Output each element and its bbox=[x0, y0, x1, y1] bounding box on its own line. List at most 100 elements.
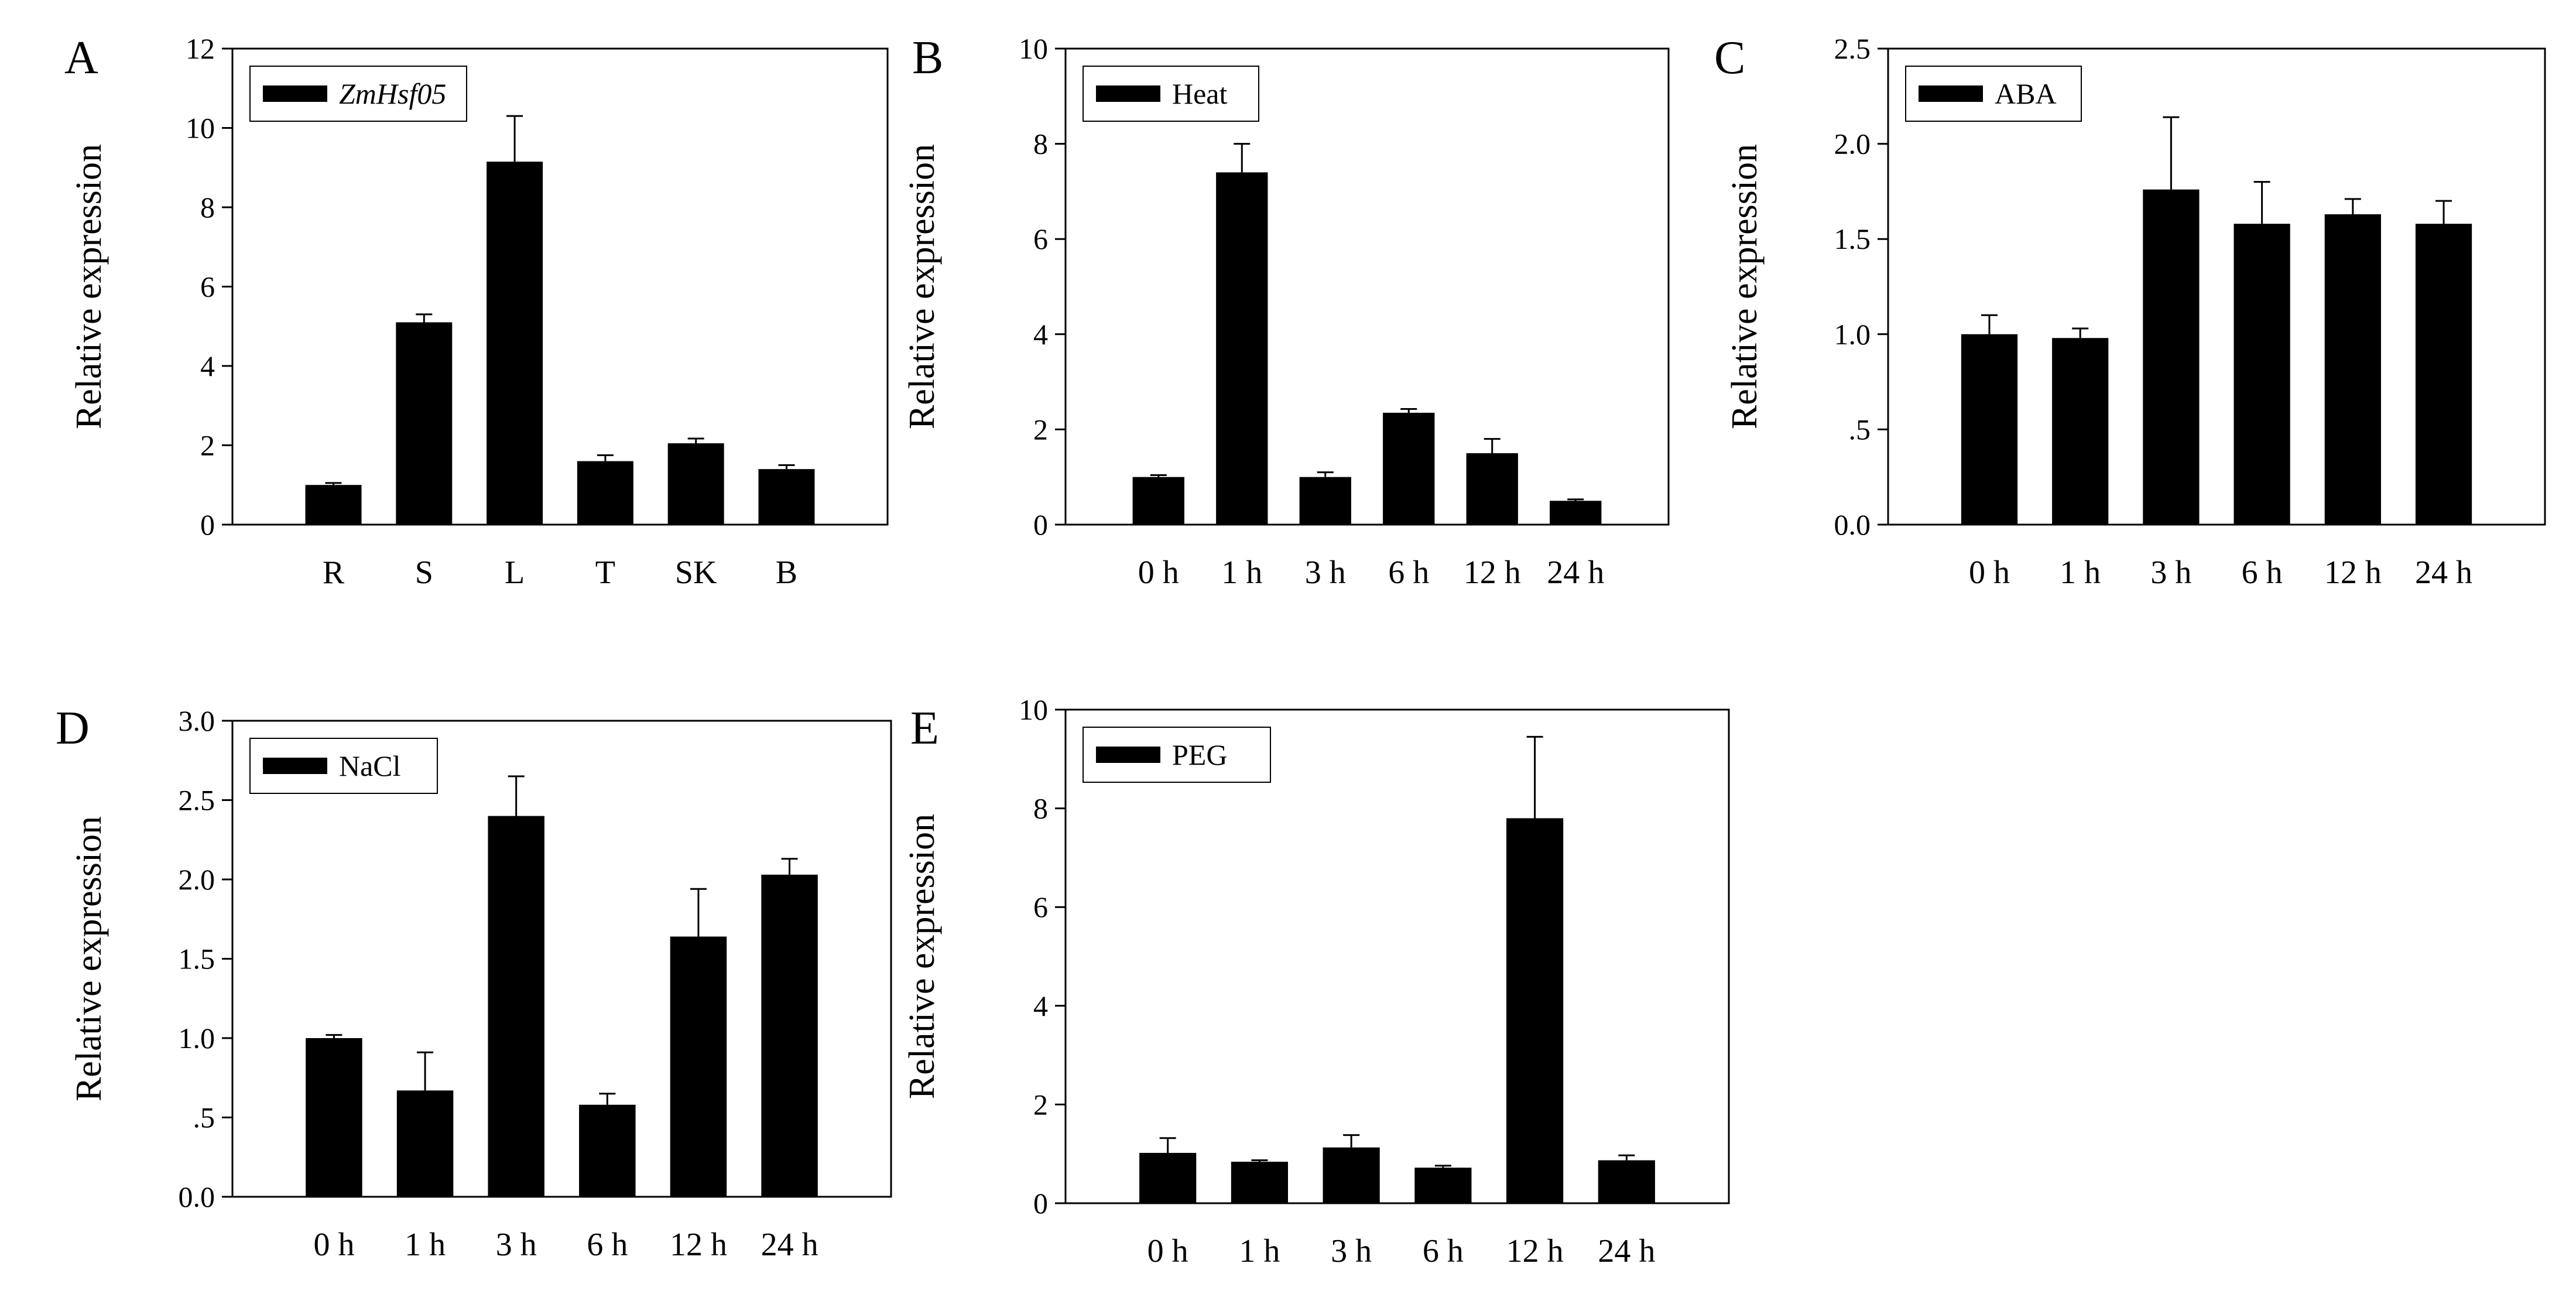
legend-box bbox=[1905, 66, 2082, 122]
panel-b: B 0 2 4 6 8 10 Relative expression 0 h 1 h 3 h 6 h 1… bbox=[902, 32, 1670, 591]
y-tick-label: 1.0 bbox=[1834, 318, 1871, 351]
x-tick-label: 24 h bbox=[761, 1227, 818, 1263]
bar-d-5 bbox=[761, 874, 818, 1197]
legend-label: NaCl bbox=[339, 749, 401, 782]
y-axis-title: Relative expression bbox=[902, 814, 942, 1099]
bar-a-3 bbox=[577, 461, 633, 525]
bar-c-2 bbox=[2143, 189, 2200, 525]
x-tick-label: SK bbox=[675, 554, 717, 591]
y-tick-label: 0 bbox=[200, 508, 215, 541]
x-tick-label: 12 h bbox=[2324, 554, 2382, 591]
y-tick-label: 12 bbox=[186, 32, 215, 65]
bar-e-0 bbox=[1139, 1153, 1197, 1203]
bar-e-3 bbox=[1414, 1168, 1472, 1203]
x-tick-label: 3 h bbox=[1331, 1233, 1372, 1269]
x-tick-label: 6 h bbox=[587, 1227, 628, 1263]
panel-label-b: B bbox=[912, 32, 943, 84]
y-axis-title: Relative expression bbox=[69, 816, 109, 1101]
y-tick-label: 6 bbox=[200, 271, 215, 303]
bar-e-2 bbox=[1323, 1147, 1380, 1203]
y-tick-label: 3.0 bbox=[179, 704, 215, 737]
bar-b-2 bbox=[1299, 477, 1351, 525]
x-tick-label: 1 h bbox=[1221, 554, 1262, 591]
x-tick-label: 6 h bbox=[2242, 554, 2283, 591]
bar-a-2 bbox=[487, 162, 543, 525]
bar-a-5 bbox=[758, 469, 815, 525]
x-tick-label: 1 h bbox=[1239, 1233, 1280, 1269]
bar-b-3 bbox=[1383, 412, 1435, 525]
legend-swatch bbox=[1919, 85, 1983, 102]
panel-c: C 0.0 .5 1.0 1.5 2.0 2.5 Relative expression 0 h… bbox=[1714, 32, 2546, 591]
legend-swatch bbox=[1096, 85, 1160, 102]
panel-a: A 0 2 4 6 8 10 12 Relative expression R S L T SK B ZmHs… bbox=[64, 32, 889, 591]
y-tick-label: 10 bbox=[186, 112, 215, 145]
y-tick-label: 10 bbox=[1019, 32, 1048, 65]
x-tick-label: 24 h bbox=[1598, 1233, 1655, 1269]
legend-label: PEG bbox=[1172, 738, 1227, 771]
plot-frame bbox=[1064, 47, 1670, 526]
y-tick-label: 2.5 bbox=[179, 784, 215, 817]
y-tick-label: .5 bbox=[193, 1101, 215, 1134]
y-tick-label: 0 bbox=[1033, 508, 1048, 541]
y-tick-label: 6 bbox=[1033, 222, 1048, 255]
legend-label: ZmHsf05 bbox=[339, 77, 446, 110]
x-tick-label: S bbox=[415, 554, 433, 591]
panel-label-a: A bbox=[64, 32, 98, 84]
bar-b-5 bbox=[1550, 501, 1602, 525]
y-tick-label: 8 bbox=[1033, 792, 1048, 825]
bar-e-1 bbox=[1231, 1162, 1288, 1203]
plot-frame bbox=[1887, 47, 2546, 526]
bar-d-4 bbox=[670, 936, 727, 1197]
x-tick-label: 0 h bbox=[313, 1227, 354, 1263]
x-tick-label: B bbox=[776, 554, 797, 591]
y-tick-label: 2.0 bbox=[179, 863, 215, 896]
x-tick-label: R bbox=[323, 554, 345, 591]
y-tick-label: 4 bbox=[1033, 318, 1048, 351]
x-tick-label: 0 h bbox=[1138, 554, 1179, 591]
y-tick-label: 2.5 bbox=[1834, 32, 1871, 65]
x-tick-label: 24 h bbox=[2415, 554, 2472, 591]
bar-c-5 bbox=[2415, 224, 2472, 525]
y-axis-title: Relative expression bbox=[69, 144, 109, 429]
bar-b-0 bbox=[1132, 477, 1184, 525]
bar-e-4 bbox=[1506, 818, 1564, 1203]
y-tick-label: 6 bbox=[1033, 891, 1048, 923]
y-tick-label: .5 bbox=[1849, 413, 1871, 446]
bar-c-1 bbox=[2052, 338, 2109, 525]
panel-e: E 0 2 4 6 8 10 Relative expression 0 h 1 h 3 h 6 h 1… bbox=[902, 693, 1730, 1269]
y-tick-label: 2 bbox=[1033, 413, 1048, 446]
x-tick-label: 0 h bbox=[1147, 1233, 1188, 1269]
bar-d-0 bbox=[306, 1038, 362, 1197]
panel-d: D 0.0 .5 1.0 1.5 2.0 2.5 3.0 Relative expression… bbox=[56, 703, 892, 1263]
bar-c-4 bbox=[2324, 214, 2381, 525]
x-tick-label: 1 h bbox=[405, 1227, 446, 1263]
bar-a-4 bbox=[667, 443, 724, 525]
x-tick-label: 24 h bbox=[1547, 554, 1604, 591]
x-tick-label: L bbox=[505, 554, 525, 591]
bar-c-0 bbox=[1961, 334, 2018, 525]
x-tick-label: 12 h bbox=[1506, 1233, 1564, 1269]
bar-d-3 bbox=[579, 1104, 636, 1197]
x-tick-label: 12 h bbox=[670, 1227, 727, 1263]
legend-label: Heat bbox=[1172, 77, 1227, 110]
y-tick-label: 2 bbox=[200, 429, 215, 462]
bar-d-1 bbox=[396, 1090, 454, 1197]
legend-label: ABA bbox=[1995, 77, 2057, 110]
y-tick-label: 1.5 bbox=[1834, 222, 1871, 255]
legend-swatch bbox=[1096, 747, 1160, 763]
x-tick-label: 0 h bbox=[1969, 554, 2010, 591]
y-tick-label: 1.5 bbox=[179, 943, 215, 975]
x-tick-label: 6 h bbox=[1423, 1233, 1464, 1269]
panel-label-d: D bbox=[56, 703, 90, 754]
panel-label-c: C bbox=[1714, 32, 1745, 84]
x-tick-label: 12 h bbox=[1464, 554, 1521, 591]
bar-a-0 bbox=[305, 485, 362, 525]
y-tick-label: 10 bbox=[1019, 693, 1048, 726]
bar-c-3 bbox=[2234, 224, 2290, 525]
y-tick-label: 0 bbox=[1033, 1187, 1048, 1220]
y-tick-label: 8 bbox=[1033, 128, 1048, 160]
y-axis-title: Relative expression bbox=[1725, 144, 1765, 429]
x-tick-label: 3 h bbox=[1305, 554, 1346, 591]
x-tick-label: 6 h bbox=[1388, 554, 1429, 591]
bar-d-2 bbox=[488, 816, 544, 1197]
